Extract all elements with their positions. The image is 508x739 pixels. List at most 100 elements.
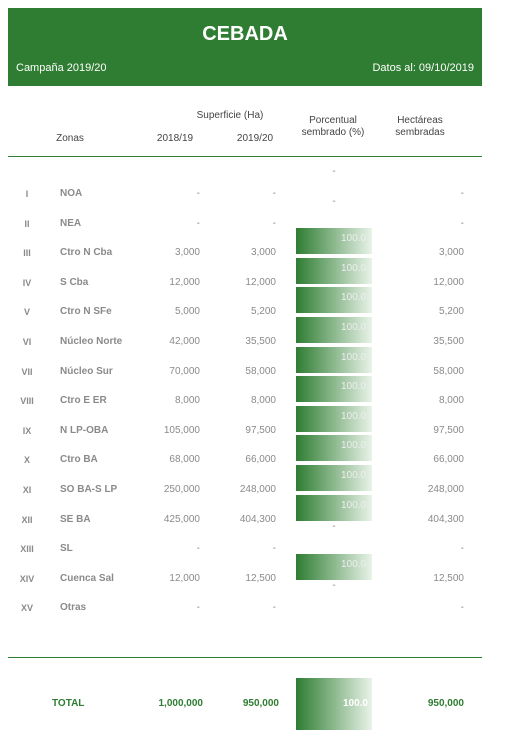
total-cell: 1,000,000 — [158, 698, 204, 709]
percent: 100.0 — [340, 440, 366, 452]
cell: 35,500 — [433, 336, 464, 347]
cell: 66,000 — [245, 454, 276, 466]
zone: NOA — [60, 188, 83, 199]
zone: Ctro E ER — [60, 395, 107, 407]
zone: NEA — [60, 217, 82, 229]
cell: - — [460, 602, 464, 614]
percent-bar — [296, 257, 372, 284]
cell: 3,000 — [174, 247, 200, 259]
cell: 12,500 — [433, 572, 464, 584]
zone: Núcleo Sur — [60, 365, 113, 377]
cell: 66,000 — [433, 454, 464, 466]
percent: - — [332, 195, 336, 207]
column-header: 2018/19 — [156, 133, 194, 144]
roman: XV — [20, 603, 33, 614]
percent-bar — [296, 346, 372, 373]
column-header: 2019/20 — [236, 133, 274, 144]
roman: VIII — [20, 396, 34, 407]
cell: 8,000 — [174, 395, 200, 407]
roman: V — [23, 307, 30, 318]
cell: 3,000 — [438, 247, 464, 259]
cell: 105,000 — [163, 424, 200, 436]
percent: 100.0 — [340, 470, 366, 481]
cell: 250,000 — [163, 484, 200, 495]
percent: 100.0 — [340, 410, 366, 422]
roman: XII — [21, 514, 33, 525]
percent-bar — [296, 553, 372, 580]
total-rule — [8, 657, 482, 658]
roman: IX — [22, 425, 32, 436]
cell: 8,000 — [250, 395, 276, 407]
cell: 70,000 — [169, 365, 200, 377]
cell: 12,000 — [245, 276, 276, 288]
percent: 100.0 — [340, 292, 366, 304]
cell: 5,200 — [250, 306, 276, 318]
percent: 100.0 — [340, 233, 366, 245]
cell: 12,000 — [169, 276, 200, 288]
column-header: Porcentual sembrado (%) — [301, 115, 365, 138]
percent: - — [332, 166, 336, 177]
zone: SO BA-S LP — [60, 484, 118, 495]
zone: SE BA — [60, 513, 91, 525]
percent: 100.0 — [340, 499, 366, 511]
cell: 12,500 — [245, 572, 276, 584]
zone: Ctro BA — [60, 454, 98, 466]
roman: X — [23, 455, 30, 466]
cell: - — [196, 188, 200, 199]
roman: I — [25, 189, 29, 199]
zone: SL — [60, 543, 73, 555]
cell: 404,300 — [239, 513, 276, 525]
roman: XIII — [20, 544, 34, 555]
cell: 35,500 — [245, 336, 276, 347]
roman: VI — [22, 337, 32, 347]
header-rule — [8, 156, 482, 157]
title: CEBADA — [202, 23, 288, 45]
cell: 97,500 — [245, 424, 276, 436]
zone: Núcleo Norte — [60, 336, 123, 347]
total-cell: 950,000 — [242, 698, 279, 709]
cell: 97,500 — [433, 424, 464, 436]
cell: 3,000 — [250, 247, 276, 259]
cell: 42,000 — [169, 336, 200, 347]
roman: XIV — [19, 573, 35, 584]
group-header: Superficie (Ha) — [196, 110, 264, 121]
percent: 100.0 — [340, 322, 366, 333]
cell: 248,000 — [427, 484, 464, 495]
percent: - — [332, 580, 336, 592]
cell: - — [272, 188, 276, 199]
cell: - — [196, 543, 200, 555]
cell: - — [196, 602, 200, 614]
date: Datos al: 09/10/2019 — [372, 62, 474, 74]
cell: 58,000 — [245, 365, 276, 377]
cell: - — [460, 543, 464, 555]
roman: III — [23, 248, 31, 259]
cell: 8,000 — [438, 395, 464, 407]
percent-bar — [296, 494, 372, 521]
header-band — [8, 8, 482, 86]
percent-bar — [296, 465, 372, 491]
percent-bar — [296, 405, 372, 432]
percent-bar — [296, 376, 372, 403]
cell: 404,300 — [427, 513, 464, 525]
percent-bar — [296, 678, 372, 730]
cell: 5,200 — [438, 306, 464, 318]
cell: 425,000 — [163, 513, 200, 525]
cell: - — [272, 217, 276, 229]
roman: VII — [21, 366, 33, 377]
cell: - — [272, 602, 276, 614]
zone: Ctro N Cba — [60, 247, 113, 259]
total-cell: 950,000 — [427, 698, 464, 709]
cell: 5,000 — [174, 306, 200, 318]
percent: 100.0 — [340, 262, 366, 274]
cell: 12,000 — [433, 276, 464, 288]
total-percent: 100.0 — [342, 698, 368, 709]
total-label: TOTAL — [52, 698, 85, 709]
zone: Ctro N SFe — [60, 306, 112, 318]
percent-bar — [296, 287, 372, 314]
cell: 248,000 — [239, 484, 276, 495]
roman: XI — [22, 485, 32, 495]
cell: - — [460, 217, 464, 229]
campaign: Campaña 2019/20 — [16, 62, 107, 74]
percent-bar — [296, 228, 372, 255]
